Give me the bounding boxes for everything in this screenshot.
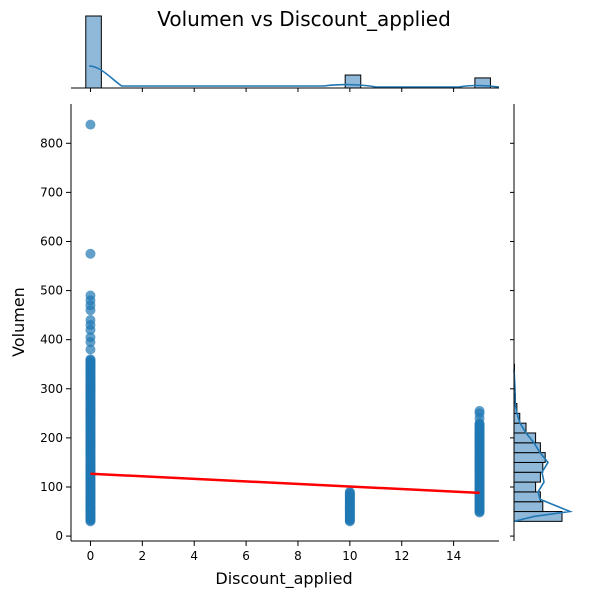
- scatter-point: [85, 332, 96, 343]
- regression-line: [90, 472, 480, 495]
- y-hist-bar: [513, 481, 537, 493]
- y-tick-label: 300: [40, 382, 63, 396]
- y-tick-label: 100: [40, 480, 63, 494]
- x-tick-label: 4: [190, 549, 198, 563]
- x-hist-bar: [85, 15, 102, 89]
- scatter-point: [85, 315, 96, 326]
- y-axis-label: Volumen: [9, 287, 28, 357]
- main-scatter-plot: 0 2 4 6 8 10 12 14 0 100 200 300 400 500 600 700 800: [40, 104, 499, 563]
- x-tick-label: 0: [87, 549, 95, 563]
- marginal-x-histogram: [71, 15, 500, 92]
- scatter-point: [85, 248, 96, 259]
- y-kde-curve: [513, 369, 574, 523]
- y-tick-label: 700: [40, 185, 63, 199]
- y-hist-bar: [513, 471, 541, 483]
- scatter-point: [85, 119, 96, 130]
- scatter-point: [85, 344, 96, 355]
- x-axis-label: Discount_applied: [215, 569, 352, 589]
- marginal-y-histogram: [510, 104, 574, 541]
- x-tick-label: 8: [294, 549, 302, 563]
- x-tick-label: 6: [242, 549, 250, 563]
- scatter-point: [85, 290, 96, 301]
- x-tick-label: 12: [394, 549, 409, 563]
- y-tick-label: 500: [40, 284, 63, 298]
- x-tick-label: 2: [139, 549, 147, 563]
- y-hist-bar: [513, 491, 541, 503]
- x-tick-label: 14: [446, 549, 461, 563]
- y-tick-label: 600: [40, 234, 63, 248]
- scatter-point: [474, 405, 485, 416]
- x-hist-bar: [344, 74, 362, 89]
- scatter-point: [85, 354, 96, 365]
- y-tick-label: 800: [40, 136, 63, 150]
- x-kde-curve: [88, 65, 500, 88]
- scatter-points: [85, 119, 485, 527]
- y-tick-label: 400: [40, 333, 63, 347]
- x-tick-label: 10: [342, 549, 357, 563]
- y-tick-label: 200: [40, 431, 63, 445]
- chart-title: Volumen vs Discount_applied: [157, 7, 451, 31]
- scatter-point: [344, 486, 355, 497]
- y-tick-label: 0: [55, 529, 63, 543]
- y-hist-bar: [513, 461, 544, 473]
- y-hist-bar: [513, 501, 544, 513]
